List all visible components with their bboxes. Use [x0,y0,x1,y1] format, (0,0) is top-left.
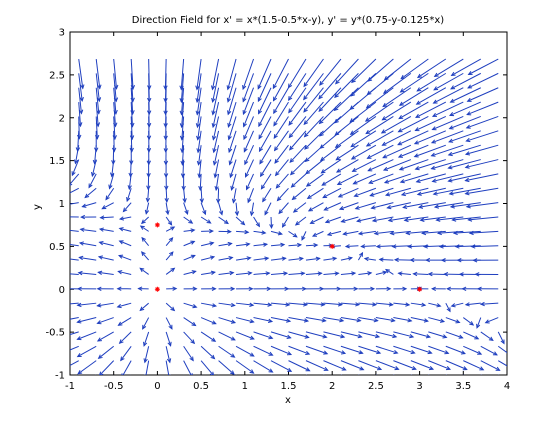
x-tick-label: 2 [329,381,335,392]
y-tick-label: 0 [59,285,65,296]
direction-arrow [393,375,417,386]
x-tick-label: -1 [65,381,75,392]
direction-arrow [145,375,149,395]
equilibrium-marker [417,287,422,292]
x-tick-label: 3.5 [455,381,471,392]
direction-arrow [254,375,273,389]
x-tick-label: 0 [154,381,160,392]
y-tick-label: 1 [59,199,65,210]
direction-arrow [428,375,451,386]
chart-title: Direction Field for x' = x*(1.5-0.5*x-y)… [132,15,445,26]
x-tick-label: 1.5 [281,381,297,392]
direction-arrow [122,375,131,394]
y-tick-label: -1 [55,371,65,382]
y-axis-label: y [32,204,43,210]
y-tick-label: 2.5 [49,70,65,81]
direction-arrow [184,375,192,394]
equilibrium-marker [330,244,335,249]
y-tick-label: 2 [59,113,65,124]
direction-arrow [166,375,170,395]
equilibrium-marker [155,287,160,292]
y-tick-label: 3 [59,28,65,39]
direction-arrow [219,375,234,391]
direction-arrow [306,375,328,387]
x-tick-label: 0.5 [193,381,209,392]
x-tick-label: 4 [504,381,510,392]
equilibrium-marker [155,222,160,227]
y-tick-label: 1.5 [49,156,65,167]
direction-arrow [341,375,364,386]
x-tick-label: 1 [242,381,248,392]
x-tick-label: 3 [416,381,422,392]
direction-arrow [481,375,502,386]
y-tick-label: 0.5 [49,242,65,253]
x-tick-label: 2.5 [368,381,384,392]
x-tick-label: -0.5 [104,381,124,392]
x-axis-label: x [285,395,291,406]
y-tick-label: -0.5 [45,328,65,339]
direction-arrow [79,375,96,391]
